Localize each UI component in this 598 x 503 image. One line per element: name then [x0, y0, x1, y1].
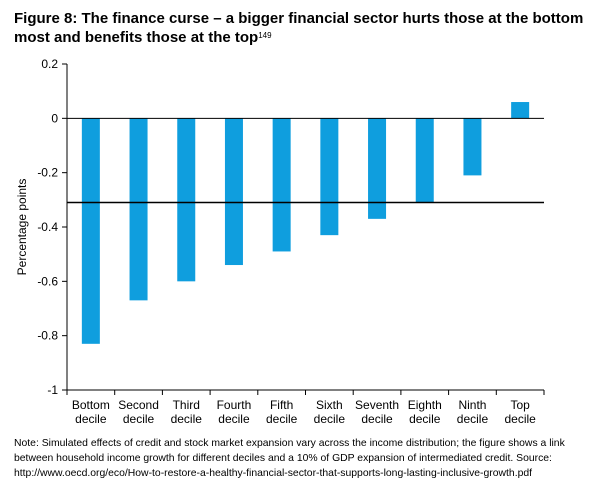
bar [272, 118, 291, 252]
figure-title-text: Figure 8: The finance curse – a bigger f… [14, 10, 584, 46]
y-tick-label: -0.8 [37, 329, 58, 343]
figure-title: Figure 8: The finance curse – a bigger f… [14, 9, 594, 47]
bar [368, 118, 387, 219]
x-tick-label: Second decile [118, 398, 159, 426]
y-tick-label: 0 [51, 111, 58, 125]
x-tick-label: Third decile [171, 398, 203, 426]
bars [67, 102, 544, 344]
bar [81, 118, 100, 344]
x-tick-label: Seventh decile [355, 398, 399, 426]
bar [224, 118, 243, 266]
bar [177, 118, 196, 282]
y-axis: 0.2 0 -0.2 -0.4 -0.6 -0.8 -1 [37, 57, 68, 397]
x-tick-label: Top decile [504, 398, 536, 426]
x-tick-label: Bottom decile [72, 398, 110, 426]
x-axis: Bottom decile Second decile Third decile Fourt… [66, 389, 545, 426]
y-tick-label: -0.6 [37, 274, 58, 288]
x-tick-label: Fifth decile [266, 398, 298, 426]
figure-note: Note: Simulated effects of credit and st… [14, 438, 565, 479]
bar [511, 102, 530, 119]
x-tick-label: Eighth decile [408, 398, 442, 426]
y-tick-label: -0.4 [37, 220, 58, 234]
x-tick-label: Fourth decile [217, 398, 252, 426]
bar [129, 118, 148, 301]
y-tick-label: -0.2 [37, 166, 58, 180]
x-tick-label: Sixth decile [314, 398, 346, 426]
y-tick-label: 0.2 [41, 57, 58, 71]
bar [463, 118, 482, 176]
x-tick-label: Ninth decile [457, 398, 489, 426]
bar [415, 118, 434, 203]
bar-chart: 0.2 0 -0.2 -0.4 -0.6 -0.8 -1 Bottom decile Secon… [15, 57, 545, 426]
y-axis-title: Percentage points [15, 179, 29, 276]
bar [320, 118, 339, 236]
footnote-ref: 149 [258, 31, 272, 40]
y-tick-label: -1 [47, 383, 58, 397]
